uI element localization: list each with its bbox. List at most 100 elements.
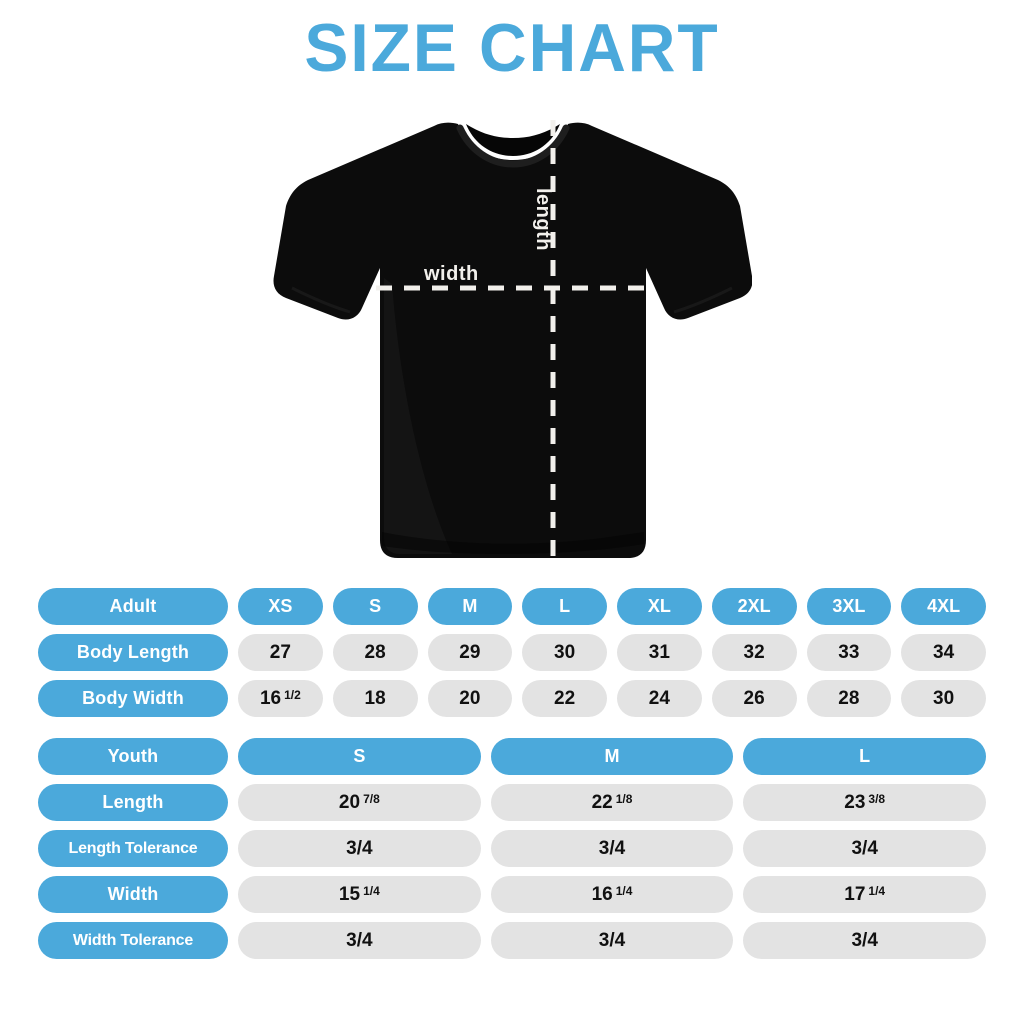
- table-row: Length Tolerance 3/4 3/4 3/4: [38, 830, 987, 867]
- value-whole: 31: [648, 641, 670, 663]
- value-whole: 16: [591, 883, 613, 905]
- measurement-cell: 30: [901, 680, 986, 717]
- measurement-cell: 24: [617, 680, 702, 717]
- size-header-xl[interactable]: XL: [617, 588, 702, 625]
- table-header-row: Adult XS S M L XL 2XL 3XL 4XL: [38, 588, 986, 625]
- tshirt-neck-opening: [466, 124, 560, 156]
- measurement-cell: 15 1/4: [238, 876, 481, 913]
- row-label-body-length: Body Length: [38, 634, 228, 671]
- size-header-m[interactable]: M: [427, 588, 513, 625]
- tshirt-sleeve-crease-left: [291, 286, 351, 314]
- measurement-cell: 33: [806, 634, 892, 671]
- measurement-cell: 3/4: [238, 830, 481, 867]
- youth-group-title: Youth: [38, 738, 228, 775]
- tshirt-illustration: width length: [272, 108, 752, 570]
- measurement-cell: 16 1/2: [238, 680, 323, 717]
- value-whole: 22: [591, 791, 613, 813]
- row-label-width-tolerance: Width Tolerance: [38, 922, 228, 959]
- measurement-cell: 32: [711, 634, 797, 671]
- value-fraction: 1/4: [868, 883, 886, 898]
- measurement-cell: 3/4: [490, 922, 734, 959]
- value-whole: 30: [554, 641, 576, 663]
- measurement-cell: 3/4: [490, 830, 734, 867]
- value-fraction: 1/8: [615, 791, 633, 806]
- size-header-l[interactable]: L: [522, 588, 607, 625]
- value-whole: 3/4: [851, 837, 878, 859]
- value-fraction: 7/8: [363, 791, 380, 806]
- row-label-width: Width: [38, 876, 228, 913]
- value-whole: 3/4: [598, 929, 626, 951]
- value-fraction: 1/4: [615, 883, 633, 898]
- value-whole: 24: [648, 687, 670, 709]
- value-whole: 15: [338, 883, 361, 905]
- value-whole: 29: [459, 641, 481, 663]
- table-row: Width Tolerance 3/4 3/4 3/4: [38, 922, 987, 959]
- length-measure-label: length: [532, 188, 554, 251]
- measurement-cell: 23 3/8: [743, 784, 987, 821]
- value-whole: 3/4: [346, 929, 373, 951]
- measurement-cell: 22 1/8: [490, 784, 734, 821]
- value-whole: 20: [338, 791, 361, 813]
- value-whole: 22: [554, 687, 576, 709]
- measurement-cell: 20: [427, 680, 513, 717]
- measurement-cell: 29: [427, 634, 513, 671]
- value-whole: 23: [844, 791, 866, 813]
- value-whole: 20: [459, 687, 481, 709]
- size-header-xs[interactable]: XS: [238, 588, 323, 625]
- measurement-cell: 22: [522, 680, 607, 717]
- table-row: Length 20 7/8 22 1/8 23 3/8: [38, 784, 987, 821]
- measurement-cell: 17 1/4: [743, 876, 987, 913]
- row-label-length: Length: [38, 784, 228, 821]
- value-whole: 26: [743, 687, 765, 709]
- size-header-3xl[interactable]: 3XL: [806, 588, 892, 625]
- table-row: Body Width 16 1/2 18 20 22 24 26 28 30: [38, 680, 986, 717]
- value-whole: 18: [364, 687, 386, 709]
- size-header-s[interactable]: S: [332, 588, 418, 625]
- measurement-cell: 31: [617, 634, 702, 671]
- size-header-s[interactable]: S: [238, 738, 481, 775]
- adult-size-table: Adult XS S M L XL 2XL 3XL 4XL Body Length 27 28 29 30…: [38, 588, 986, 717]
- measurement-cell: 3/4: [743, 830, 987, 867]
- measurement-cell: 30: [522, 634, 607, 671]
- value-whole: 33: [838, 641, 860, 663]
- youth-size-table: Youth S M L Length 20 7/8 22 1/8 23 3/8 Length Tole…: [38, 738, 987, 959]
- value-whole: 32: [743, 641, 765, 663]
- measurement-cell: 16 1/4: [490, 876, 734, 913]
- measurement-cell: 3/4: [238, 922, 481, 959]
- measurement-cell: 18: [332, 680, 418, 717]
- size-header-m[interactable]: M: [490, 738, 734, 775]
- value-fraction: 1/2: [284, 687, 301, 702]
- value-fraction: 3/8: [868, 791, 886, 806]
- row-label-length-tolerance: Length Tolerance: [38, 830, 228, 867]
- value-whole: 17: [844, 883, 866, 905]
- tshirt-shading-left: [384, 278, 452, 554]
- table-header-row: Youth S M L: [38, 738, 987, 775]
- size-header-4xl[interactable]: 4XL: [901, 588, 986, 625]
- value-whole: 27: [269, 641, 291, 663]
- value-whole: 30: [933, 687, 955, 709]
- value-whole: 16: [259, 687, 282, 709]
- size-header-l[interactable]: L: [743, 738, 987, 775]
- table-row: Width 15 1/4 16 1/4 17 1/4: [38, 876, 987, 913]
- value-whole: 28: [364, 641, 386, 663]
- measurement-cell: 34: [901, 634, 986, 671]
- value-whole: 3/4: [851, 929, 878, 951]
- measurement-cell: 27: [238, 634, 323, 671]
- table-row: Body Length 27 28 29 30 31 32 33 34: [38, 634, 986, 671]
- page-title: SIZE CHART: [304, 10, 720, 86]
- measurement-cell: 20 7/8: [238, 784, 481, 821]
- row-label-body-width: Body Width: [38, 680, 228, 717]
- tshirt-collar: [456, 124, 570, 168]
- adult-group-title: Adult: [38, 588, 228, 625]
- value-whole: 34: [933, 641, 955, 663]
- size-header-2xl[interactable]: 2XL: [711, 588, 797, 625]
- measurement-cell: 28: [332, 634, 418, 671]
- tshirt-svg: [273, 120, 752, 558]
- measurement-cell: 3/4: [743, 922, 987, 959]
- measurement-cell: 28: [806, 680, 892, 717]
- tshirt-sleeve-crease-right: [673, 286, 733, 314]
- measurement-cell: 26: [711, 680, 797, 717]
- tshirt-body-shape: [273, 122, 752, 558]
- tshirt-hem-shadow: [382, 532, 644, 555]
- title-bar: SIZE CHART: [0, 14, 1024, 82]
